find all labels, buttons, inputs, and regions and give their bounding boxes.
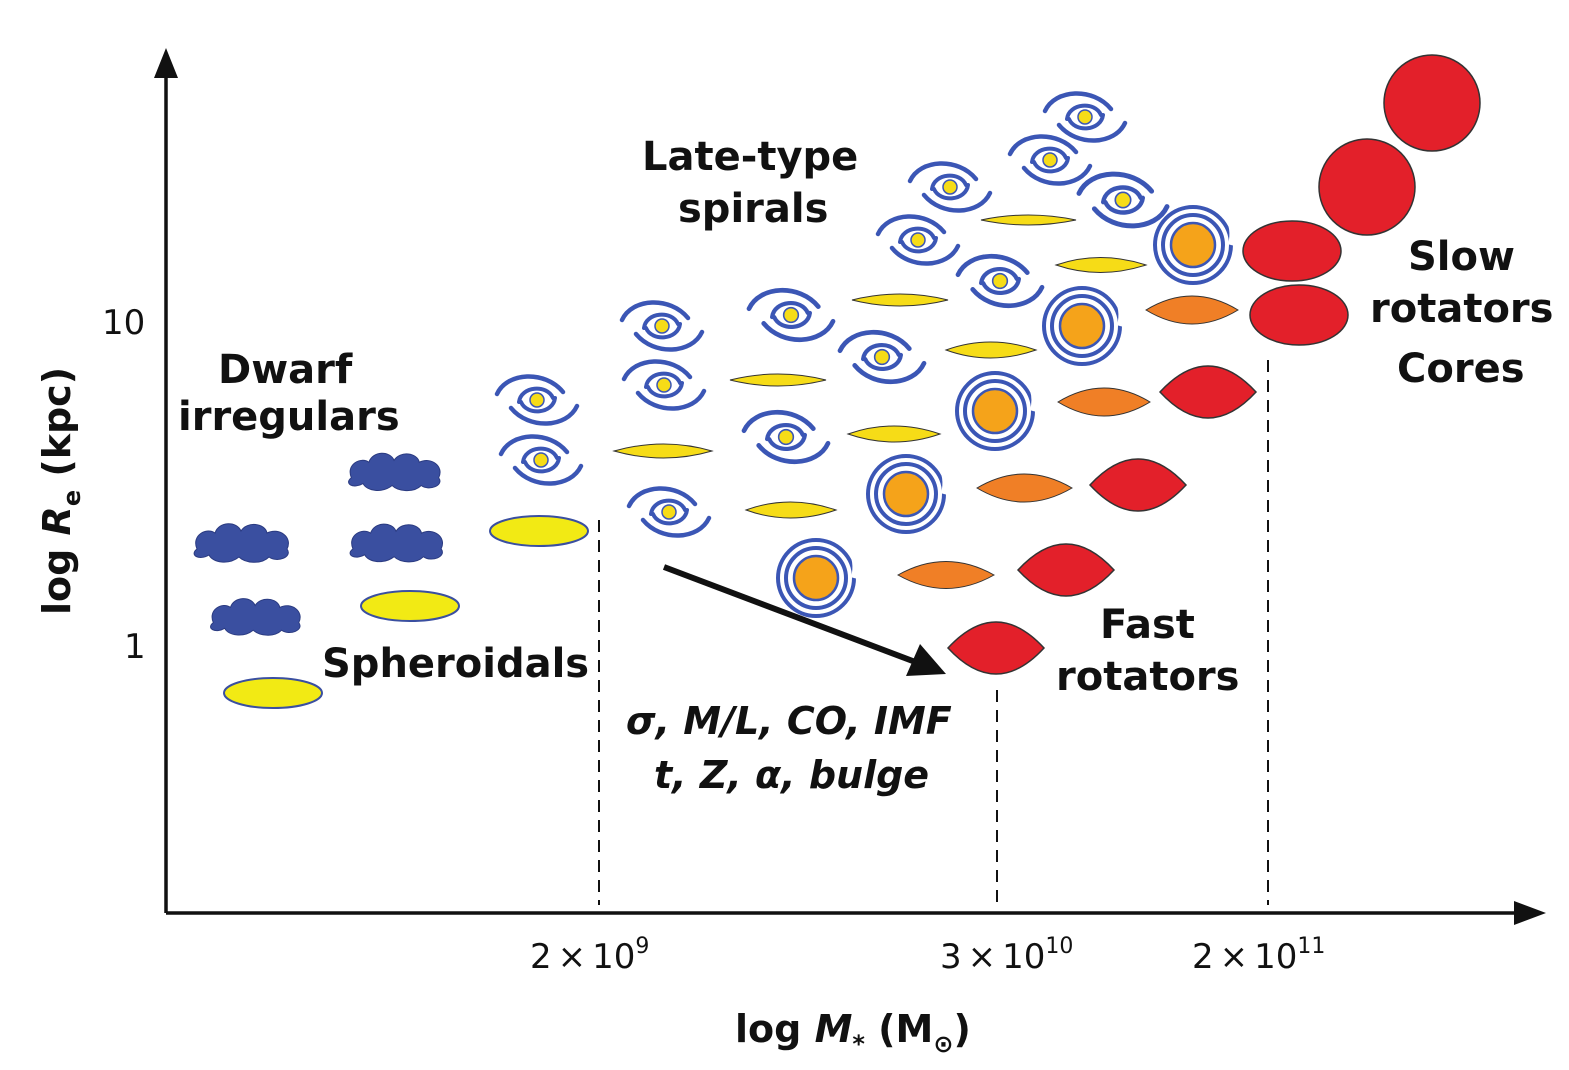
red-fast-rotator-icon [946, 621, 1046, 675]
lenticular-edge-on-icon [729, 373, 827, 387]
red-fast-rotator-icon [1158, 365, 1258, 419]
label-dwarf-line1: Dwarf [218, 347, 353, 393]
x-axis-arrow [1514, 901, 1546, 925]
spheroidal-galaxy-icon [489, 515, 589, 547]
x-tick-2e11: 2 × 1011 [1192, 934, 1325, 977]
label-slow-line1: Slow [1408, 234, 1515, 280]
x-tick-2e9: 2 × 109 [530, 934, 649, 977]
lenticular-edge-on-icon [851, 293, 949, 307]
label-dwarf-line2: irregulars [178, 394, 400, 440]
slow-rotator-icon [1242, 220, 1342, 282]
lenticular-edge-on-icon [944, 341, 1038, 359]
label-slow-line3: Cores [1397, 346, 1525, 392]
label-late-line2: spirals [678, 186, 828, 232]
trend-arrowhead [906, 644, 946, 676]
slow-rotator-icon [1249, 284, 1349, 346]
slow-rotator-core-icon [1318, 138, 1416, 236]
fast-rotator-lens-icon [1057, 387, 1151, 417]
slow-rotator-core-icon [1383, 54, 1481, 152]
spheroidal-galaxy-icon [223, 677, 323, 709]
y-axis-arrow [154, 48, 178, 78]
y-tick-10: 10 [102, 303, 145, 343]
fast-rotator-lens-icon [896, 561, 996, 589]
x-axis-label: log M* (M⊙) [735, 1007, 971, 1058]
label-trend-line1: σ, M/L, CO, IMF [626, 699, 952, 743]
label-fast-line2: rotators [1056, 654, 1239, 700]
lenticular-edge-on-icon [744, 501, 838, 519]
x-tick-3e10: 3 × 1010 [940, 934, 1073, 977]
lenticular-edge-on-icon [980, 214, 1077, 226]
red-fast-rotator-icon [1088, 458, 1188, 512]
lenticular-edge-on-icon [846, 425, 942, 443]
label-late-line1: Late-type [642, 134, 858, 180]
label-trend-line2: t, Z, α, bulge [654, 753, 929, 797]
trend-arrow [662, 564, 920, 666]
label-slow-line2: rotators [1370, 286, 1553, 332]
lenticular-edge-on-icon [612, 443, 714, 459]
label-fast-line1: Fast [1100, 602, 1195, 648]
lenticular-edge-on-icon [1054, 257, 1148, 273]
fast-rotator-lens-icon [1145, 295, 1239, 325]
label-spheroidals: Spheroidals [322, 641, 589, 687]
spheroidal-galaxy-icon [360, 590, 460, 622]
red-fast-rotator-icon [1016, 543, 1116, 597]
y-axis-label: log Re (kpc) [35, 367, 86, 615]
y-tick-1: 1 [124, 627, 146, 667]
fast-rotator-lens-icon [976, 473, 1073, 503]
